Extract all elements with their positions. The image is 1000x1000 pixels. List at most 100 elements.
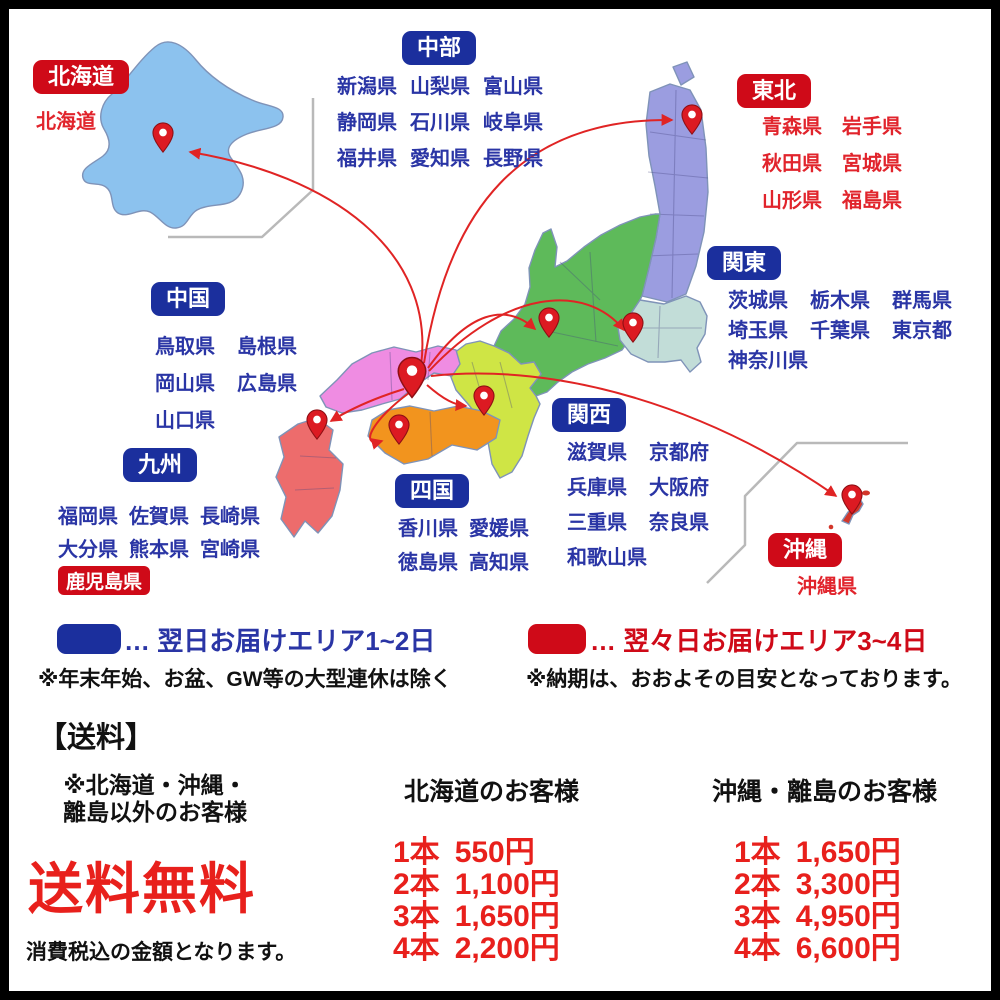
- region-prefs-kyushu: 福岡県 佐賀県 長崎県 大分県 熊本県 宮崎県 鹿児島県: [58, 498, 260, 597]
- row: 鹿児島県: [58, 564, 260, 597]
- price-table-hokkaido: 1本 550円 2本 1,100円 3本 1,650円 4本 2,200円: [393, 833, 560, 965]
- row: 香川県 愛媛県: [398, 509, 529, 543]
- row: 3本 1,650円: [393, 897, 560, 933]
- row: 山形県 福島県: [762, 180, 902, 217]
- cell-label: 熊本県: [129, 539, 189, 561]
- region-badge-kansai: 関西: [552, 398, 627, 433]
- legend-note-estimate: ※納期は、おおよその目安となっております。: [526, 668, 963, 691]
- cell-label: 山形県: [762, 190, 822, 212]
- cell-label: 福岡県: [58, 506, 118, 528]
- row: 滋賀県 京都府: [567, 433, 709, 468]
- region-badge-kyushu: 九州: [123, 448, 198, 483]
- free-shipping-text: 送料無料: [28, 858, 257, 920]
- free-note-line2: 離島以外のお客様: [63, 799, 247, 825]
- row: 1本 550円: [393, 833, 560, 869]
- cell-label: 北海道: [36, 110, 96, 133]
- map-region-kyushu: [275, 417, 344, 538]
- tax-included-note: 消費税込の金額となります。: [26, 941, 297, 964]
- cell-label: 埼玉県: [728, 319, 788, 342]
- shipping-title: 【送料】: [38, 722, 155, 754]
- cell-label: 岡山県: [155, 373, 215, 395]
- cell-label: 兵庫県: [567, 477, 627, 499]
- cell-label: 三重県: [567, 512, 627, 534]
- row: 三重県 奈良県: [567, 503, 709, 538]
- legend-swatch-two-days: [528, 624, 586, 654]
- row: 秋田県 宮城県: [762, 143, 902, 180]
- row: 4本 2,200円: [393, 929, 560, 965]
- cell-label: 茨城県: [728, 289, 788, 312]
- row: 鳥取県 島根県: [155, 326, 297, 363]
- region-prefs-okinawa: 沖縄県: [797, 569, 857, 599]
- cell-label: 3本: [393, 900, 440, 933]
- row: 神奈川県: [728, 343, 952, 373]
- cell-label: 広島県: [237, 373, 297, 395]
- cell-label: 山梨県: [410, 75, 470, 98]
- cell-label: 山口県: [155, 410, 215, 432]
- cell-label: 滋賀県: [567, 442, 627, 464]
- region-prefs-kansai: 滋賀県 京都府 兵庫県 大阪府 三重県 奈良県 和歌山県: [567, 433, 709, 573]
- cell-label: 群馬県: [892, 289, 952, 312]
- row: 2本 1,100円: [393, 865, 560, 901]
- cell-label: 1本: [393, 836, 440, 869]
- row: 兵庫県 大阪府: [567, 468, 709, 503]
- cell-label: 沖縄県: [797, 575, 857, 598]
- region-badge-tohoku: 東北: [737, 74, 812, 109]
- cell-label: 2,200円: [454, 932, 560, 965]
- cell-label: 岐阜県: [483, 111, 543, 134]
- row: 福岡県 佐賀県 長崎県: [58, 498, 260, 531]
- region-badge-shikoku: 四国: [395, 474, 470, 509]
- region-badge-chugoku: 中国: [151, 282, 226, 317]
- cell-label: 青森県: [762, 116, 822, 138]
- cell-label: 4本: [734, 932, 781, 965]
- region-prefs-hokkaido: 北海道: [36, 104, 96, 134]
- row: 北海道: [36, 104, 96, 134]
- cell-label: 香川県: [398, 517, 458, 540]
- cell-label: 大阪府: [649, 477, 709, 499]
- region-badge-kanto: 関東: [707, 246, 782, 281]
- cell-label: 1,650円: [795, 836, 901, 869]
- japan-map: [81, 41, 908, 584]
- inset-divider-lines: [168, 98, 908, 584]
- cell-label: 3,300円: [795, 868, 901, 901]
- row: 3本 4,950円: [734, 897, 901, 933]
- cell-label: 1,100円: [454, 868, 560, 901]
- cell-label: 京都府: [649, 442, 709, 464]
- cell-label: 千葉県: [810, 319, 870, 342]
- row: 沖縄県: [797, 569, 857, 599]
- cell-label: 秋田県: [762, 153, 822, 175]
- cell-label: 高知県: [469, 551, 529, 574]
- map-region-hokkaido: [81, 41, 284, 229]
- cell-label: 東京都: [892, 319, 952, 342]
- map-region-chugoku: [319, 345, 461, 414]
- cell-label: 神奈川県: [728, 349, 808, 372]
- cell-label: 富山県: [483, 75, 543, 98]
- cell-label: 奈良県: [649, 512, 709, 534]
- cell-label: 4,950円: [795, 900, 901, 933]
- region-badge-okinawa: 沖縄: [768, 533, 843, 568]
- cell-label: 徳島県: [398, 551, 458, 574]
- row: 福井県 愛知県 長野県: [337, 138, 543, 174]
- cell-label: 6,600円: [795, 932, 901, 965]
- legend-note-holidays: ※年末年始、お盆、GW等の大型連休は除く: [38, 668, 452, 691]
- region-prefs-chugoku: 鳥取県 島根県岡山県 広島県 山口県: [155, 326, 297, 437]
- row: 山口県: [155, 400, 297, 437]
- cell-label: 佐賀県: [129, 506, 189, 528]
- cell-label: 福島県: [842, 190, 902, 212]
- row: 和歌山県: [567, 538, 709, 573]
- cell-label: 4本: [393, 932, 440, 965]
- cell-label: 1,650円: [454, 900, 560, 933]
- cell-label: 宮崎県: [200, 539, 260, 561]
- cell-label: 長野県: [483, 147, 543, 170]
- cell-label: 鹿児島県: [58, 566, 151, 595]
- cell-label: 550円: [454, 836, 535, 869]
- price-header-okinawa: 沖縄・離島のお客様: [712, 778, 938, 806]
- price-table-okinawa: 1本 1,650円 2本 3,300円 3本 4,950円 4本 6,600円: [734, 833, 901, 965]
- cell-label: 栃木県: [810, 289, 870, 312]
- cell-label: 3本: [734, 900, 781, 933]
- map-region-tohoku: [641, 61, 709, 303]
- cell-label: 和歌山県: [567, 547, 647, 569]
- cell-label: 宮城県: [842, 153, 902, 175]
- row: 4本 6,600円: [734, 929, 901, 965]
- region-prefs-tohoku: 青森県 岩手県 秋田県 宮城県 山形県 福島県: [762, 106, 902, 217]
